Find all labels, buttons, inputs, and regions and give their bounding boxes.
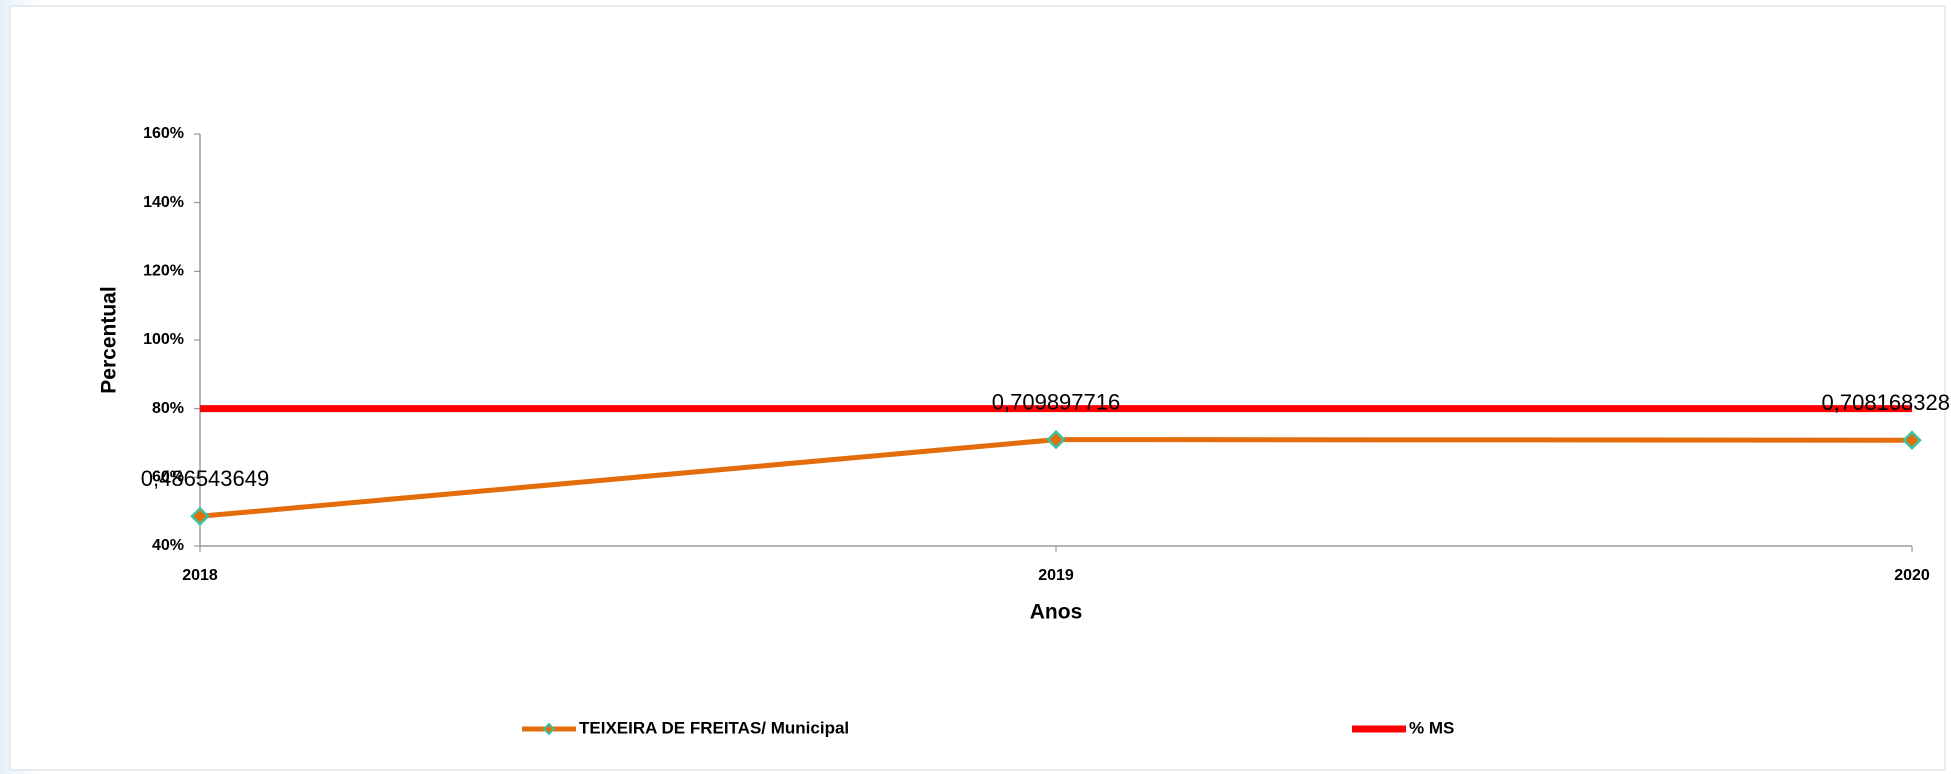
x-tick-label: 2019 [1038,567,1074,584]
chart-frame [9,5,1946,771]
legend-label: % MS [1409,718,1454,737]
legend-label: TEIXEIRA DE FREITAS/ Municipal [579,718,849,737]
data-label: 0,708168328 [1822,390,1950,415]
x-axis-label: Anos [1030,601,1083,624]
y-tick-label: 140% [143,194,184,211]
legend-marker [542,722,556,736]
marker [190,506,210,527]
y-tick-label: 60% [152,469,184,486]
marker [1046,429,1066,450]
data-label: 0,486543649 [141,466,269,491]
y-tick-label: 100% [143,331,184,348]
x-tick-label: 2018 [182,567,218,584]
y-tick-label: 80% [152,400,184,417]
y-tick-label: 160% [143,125,184,142]
x-tick-label: 2020 [1894,567,1930,584]
y-tick-label: 120% [143,263,184,280]
y-tick-label: 40% [152,537,184,554]
y-axis-label: Percentual [98,286,121,393]
data-label: 0,709897716 [992,389,1120,414]
marker [1902,430,1922,450]
